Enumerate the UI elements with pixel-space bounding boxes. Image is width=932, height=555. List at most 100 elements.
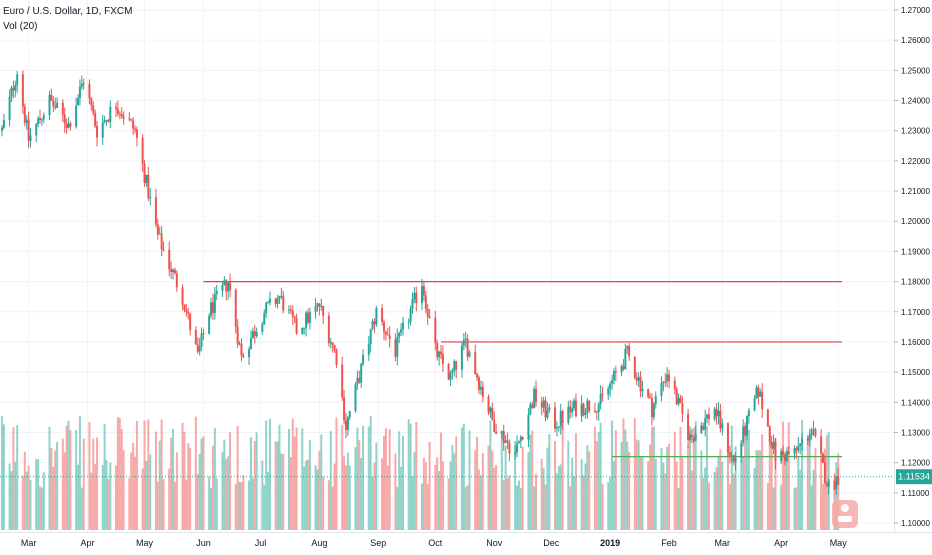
candle-body[interactable] [168, 249, 171, 270]
candle-body[interactable] [65, 123, 68, 128]
tradingview-logo[interactable] [832, 500, 858, 528]
candle-body[interactable] [356, 377, 359, 385]
candle-body[interactable] [2, 119, 5, 128]
candle-body[interactable] [744, 426, 747, 436]
candle-body[interactable] [755, 387, 758, 399]
candle-body[interactable] [540, 402, 543, 408]
candle-body[interactable] [745, 415, 748, 436]
candle-body[interactable] [692, 437, 695, 441]
candle-body[interactable] [527, 414, 530, 440]
candle-body[interactable] [88, 83, 91, 99]
candle-body[interactable] [441, 354, 444, 364]
candle-body[interactable] [141, 137, 144, 164]
candle-body[interactable] [375, 307, 378, 325]
candle-body[interactable] [227, 282, 230, 292]
candle-body[interactable] [487, 396, 490, 413]
candle-body[interactable] [39, 118, 42, 120]
candle-body[interactable] [35, 123, 38, 136]
candle-body[interactable] [548, 407, 551, 411]
candle-body[interactable] [464, 338, 467, 340]
candle-body[interactable] [814, 429, 817, 437]
candle-body[interactable] [544, 400, 547, 418]
candle-body[interactable] [677, 398, 680, 405]
candle-body[interactable] [726, 423, 729, 453]
candle-body[interactable] [555, 427, 558, 429]
candle-body[interactable] [766, 409, 769, 427]
candle-body[interactable] [681, 403, 684, 414]
candle-body[interactable] [242, 355, 245, 358]
candle-body[interactable] [301, 327, 304, 334]
candle-body[interactable] [820, 436, 823, 454]
candle-body[interactable] [413, 292, 416, 300]
candle-body[interactable] [586, 400, 589, 413]
candle-body[interactable] [29, 135, 32, 141]
candle-body[interactable] [335, 349, 338, 365]
candle-body[interactable] [118, 113, 121, 115]
candle-body[interactable] [25, 119, 28, 123]
candle-body[interactable] [348, 411, 351, 418]
candle-body[interactable] [633, 356, 636, 378]
candle-body[interactable] [54, 106, 57, 108]
candle-body[interactable] [194, 330, 197, 345]
candle-body[interactable] [624, 349, 627, 370]
candle-body[interactable] [567, 406, 570, 423]
candle-body[interactable] [647, 389, 650, 397]
candle-body[interactable] [500, 430, 503, 434]
candle-body[interactable] [135, 129, 138, 138]
candle-body[interactable] [130, 119, 133, 121]
candle-body[interactable] [56, 102, 59, 108]
candle-body[interactable] [90, 98, 93, 106]
candle-body[interactable] [785, 451, 788, 461]
candle-body[interactable] [407, 321, 410, 323]
candle-body[interactable] [12, 87, 15, 91]
candle-body[interactable] [481, 386, 484, 397]
candle-body[interactable] [238, 343, 241, 345]
candle-body[interactable] [172, 269, 175, 273]
candle-body[interactable] [635, 377, 638, 381]
candle-body[interactable] [668, 374, 671, 381]
candle-body[interactable] [77, 98, 80, 106]
candle-body[interactable] [52, 100, 55, 107]
candle-body[interactable] [50, 95, 53, 101]
candle-body[interactable] [105, 119, 108, 121]
candle-body[interactable] [688, 434, 691, 440]
candle-body[interactable] [162, 249, 165, 251]
candle-body[interactable] [78, 86, 81, 99]
candle-body[interactable] [753, 398, 756, 411]
candle-body[interactable] [561, 411, 564, 423]
candle-body[interactable] [156, 224, 159, 235]
candle-body[interactable] [428, 316, 431, 318]
candle-body[interactable] [517, 441, 520, 444]
candle-body[interactable] [426, 308, 429, 317]
candle-body[interactable] [675, 389, 678, 405]
candle-body[interactable] [835, 476, 838, 490]
candle-body[interactable] [438, 351, 441, 358]
candle-body[interactable] [213, 294, 216, 313]
candle-body[interactable] [287, 309, 290, 311]
candle-body[interactable] [120, 113, 123, 117]
candle-body[interactable] [122, 116, 125, 119]
candle-body[interactable] [542, 400, 545, 408]
candle-body[interactable] [346, 417, 349, 430]
candle-body[interactable] [362, 354, 365, 364]
candle-body[interactable] [173, 269, 176, 274]
candle-body[interactable] [747, 410, 750, 416]
candle-body[interactable] [386, 334, 389, 336]
candle-body[interactable] [101, 122, 104, 138]
candle-body[interactable] [358, 377, 361, 383]
candle-body[interactable] [801, 438, 804, 444]
candle-body[interactable] [808, 435, 811, 441]
candle-body[interactable] [529, 404, 532, 415]
candle-body[interactable] [584, 412, 587, 415]
candle-body[interactable] [508, 442, 511, 454]
candle-body[interactable] [599, 393, 602, 405]
candle-body[interactable] [185, 309, 188, 312]
candle-body[interactable] [702, 425, 705, 430]
candle-body[interactable] [434, 317, 437, 344]
candle-body[interactable] [453, 361, 456, 371]
candle-body[interactable] [827, 480, 830, 487]
candle-body[interactable] [502, 430, 505, 443]
candle-body[interactable] [694, 433, 697, 441]
candle-body[interactable] [422, 286, 425, 296]
